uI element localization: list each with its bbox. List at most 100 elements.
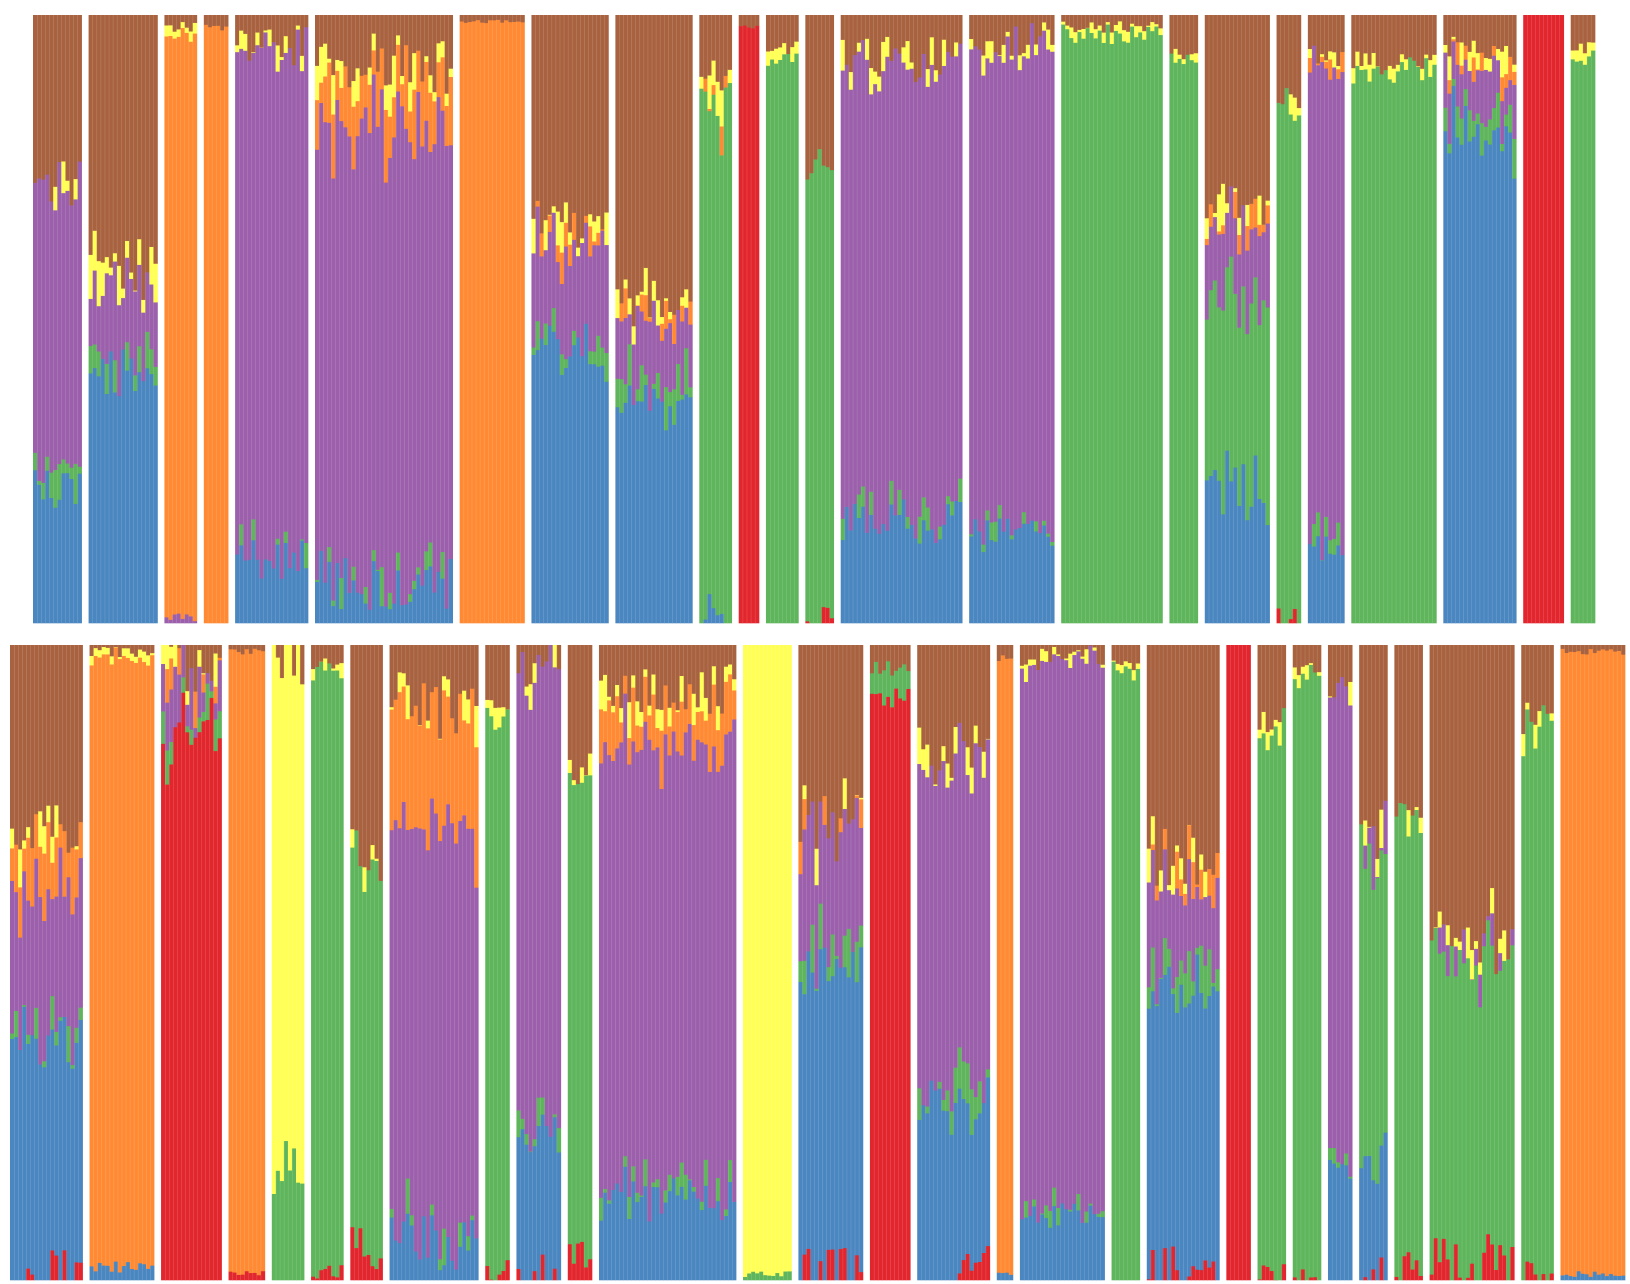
bar-segment — [247, 15, 252, 61]
bar-segment — [1216, 194, 1222, 232]
bar-segment — [65, 180, 70, 191]
bar-segment — [189, 729, 194, 745]
bar-segment — [1510, 1246, 1515, 1281]
bar-segment — [969, 1270, 975, 1281]
bar-segment — [1449, 945, 1455, 1281]
bar-segment — [619, 1191, 624, 1281]
bar-segment — [260, 1270, 266, 1281]
bar-segment — [479, 22, 485, 624]
bar-segment — [34, 645, 39, 815]
bar-segment — [969, 15, 974, 40]
bar-segment — [1420, 68, 1425, 81]
bar-segment — [375, 570, 381, 624]
bar-segment — [965, 1063, 970, 1104]
bar-segment — [945, 763, 950, 788]
bar-segment — [794, 41, 799, 54]
bar-segment — [794, 53, 799, 624]
bar-segment — [802, 960, 807, 995]
bar-segment — [703, 1185, 709, 1281]
bar-segment — [1001, 531, 1006, 624]
bar-segment — [941, 65, 947, 525]
bar-segment — [727, 15, 733, 70]
bar-segment — [898, 667, 903, 699]
bar-segment — [1215, 645, 1220, 854]
bar-segment — [921, 748, 926, 770]
bar-segment — [1332, 67, 1337, 539]
bar-segment — [1315, 512, 1321, 537]
bar-segment — [1234, 645, 1239, 1281]
bar-segment — [563, 15, 569, 203]
bar-segment — [1065, 15, 1070, 26]
bar-segment — [985, 15, 990, 42]
bar-segment — [1276, 15, 1281, 103]
bar-segment — [260, 650, 266, 1272]
bar-segment — [228, 1271, 233, 1281]
bar-segment — [1187, 824, 1192, 860]
bar-segment — [840, 39, 846, 71]
bar-segment — [925, 15, 931, 70]
bar-segment — [1296, 15, 1302, 109]
bar-segment — [675, 645, 680, 711]
bar-segment — [1261, 502, 1266, 624]
bar-segment — [425, 645, 431, 721]
bar-segment — [810, 645, 815, 802]
bar-segment — [92, 270, 98, 345]
bar-segment — [821, 606, 826, 624]
bar-segment — [1537, 645, 1542, 712]
bar-segment — [528, 683, 533, 710]
bar-segment — [575, 15, 581, 248]
bar-segment — [428, 566, 433, 624]
bar-segment — [172, 31, 177, 39]
bar-segment — [571, 784, 577, 1264]
bar-segment — [54, 1045, 59, 1256]
bar-segment — [474, 746, 479, 888]
bar-segment — [42, 853, 47, 922]
bar-segment — [1061, 24, 1066, 624]
bar-segment — [97, 657, 103, 1263]
bar-segment — [228, 648, 233, 1272]
bar-segment — [1073, 15, 1078, 33]
bar-segment — [703, 1159, 709, 1186]
bar-segment — [387, 157, 393, 593]
bar-segment — [647, 15, 653, 318]
bar-segment — [1296, 674, 1302, 689]
bar-segment — [1307, 57, 1313, 73]
bar-segment — [688, 324, 693, 388]
bar-segment — [1111, 660, 1116, 662]
bar-segment — [1096, 645, 1101, 664]
bar-segment — [829, 617, 835, 624]
bar-segment — [243, 50, 248, 561]
bar-segment — [1315, 535, 1321, 624]
bar-segment — [319, 15, 324, 47]
bar-segment — [441, 1228, 447, 1266]
bar-segment — [239, 30, 244, 49]
bar-segment — [925, 68, 931, 87]
bar-segment — [945, 645, 950, 764]
bar-segment — [929, 37, 935, 65]
bar-segment — [193, 645, 198, 692]
bar-segment — [374, 858, 379, 861]
bar-segment — [1443, 107, 1448, 132]
bar-segment — [255, 559, 260, 624]
bar-segment — [393, 645, 398, 700]
bar-segment — [531, 354, 536, 624]
bar-segment — [639, 364, 645, 402]
bar-segment — [889, 60, 894, 481]
bar-segment — [1311, 523, 1317, 547]
bar-segment — [54, 837, 59, 897]
bar-segment — [78, 821, 83, 859]
bar-segment — [485, 707, 490, 1267]
bar-segment — [1204, 480, 1210, 624]
bar-segment — [631, 687, 636, 742]
bar-segment — [822, 947, 827, 1281]
bar-segment — [412, 89, 417, 160]
population-group — [1204, 15, 1270, 624]
bar-segment — [727, 664, 733, 675]
bar-segment — [1483, 126, 1489, 141]
bar-segment — [1327, 697, 1333, 1149]
bar-segment — [881, 70, 886, 525]
bar-segment — [953, 753, 958, 1068]
bar-segment — [327, 546, 332, 562]
bar-segment — [1060, 1203, 1065, 1281]
bar-segment — [1191, 645, 1196, 838]
